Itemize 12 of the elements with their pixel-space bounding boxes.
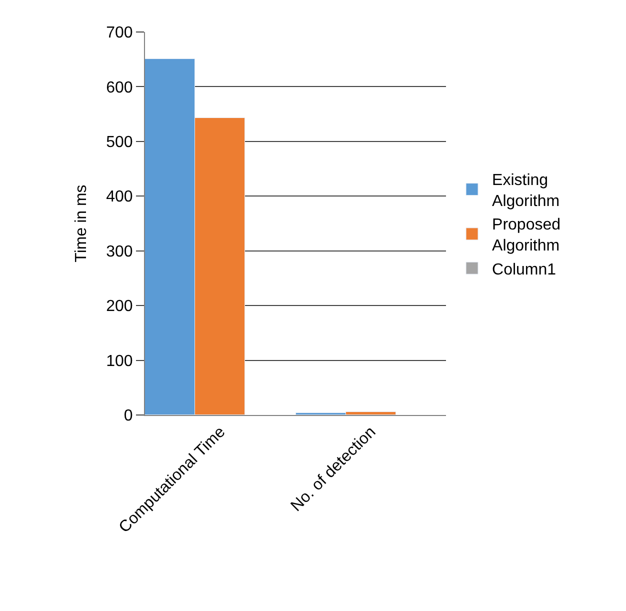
y-tick-label: 200: [106, 298, 133, 316]
y-tick-label: 600: [106, 79, 133, 96]
y-tick-label: 300: [106, 243, 133, 260]
y-tick-label: 400: [106, 188, 133, 206]
y-tick-label: 100: [106, 352, 133, 370]
legend-label: Existing Algorithm: [492, 172, 560, 210]
y-tick-label: 0: [124, 408, 133, 425]
y-axis-title: Time in ms: [72, 184, 90, 262]
y-tick-label: 500: [106, 134, 133, 152]
legend-label: Proposed Algorithm: [492, 216, 561, 255]
y-tick-label: 700: [106, 24, 133, 42]
legend-label: Column1: [492, 261, 556, 278]
